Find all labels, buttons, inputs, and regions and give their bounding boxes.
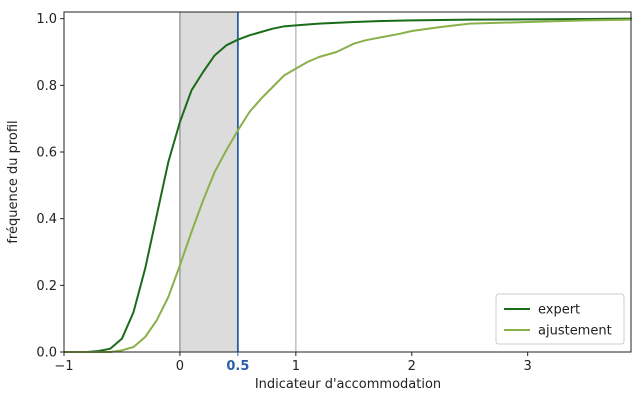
legend-label-ajustement: ajustement [538,324,612,339]
y-tick-label: 0.4 [36,212,57,227]
y-tick-label: 0.2 [36,279,57,294]
plot-area [64,12,632,353]
axes-frame [63,11,632,353]
legend-box [495,293,625,345]
y-tick-label: 0.6 [36,146,57,161]
y-tick-label: 0.8 [36,79,57,94]
series-line-expert [64,17,632,353]
x-tick-label: −1 [54,359,73,374]
ticks: −1 0 0.5 1 2 3 0.0 0.2 0.4 0.6 0.8 1.0 [36,12,532,374]
x-tick-label: 2 [408,359,416,374]
x-tick-label: 0.5 [226,359,249,374]
series-line-ajustement [64,18,632,353]
x-tick-label: 1 [292,359,300,374]
y-axis-title: fréquence du profil [6,120,21,243]
x-axis-title: Indicateur d'accommodation [255,377,441,392]
legend-label-expert: expert [538,303,580,318]
y-tick-label: 1.0 [36,12,57,27]
x-tick-label: 0 [176,359,184,374]
y-tick-label: 0.0 [36,346,57,361]
x-tick-label: 3 [524,359,532,374]
legend: expert ajustement [495,293,625,345]
axes-border [63,11,632,353]
shaded-region [179,12,238,352]
